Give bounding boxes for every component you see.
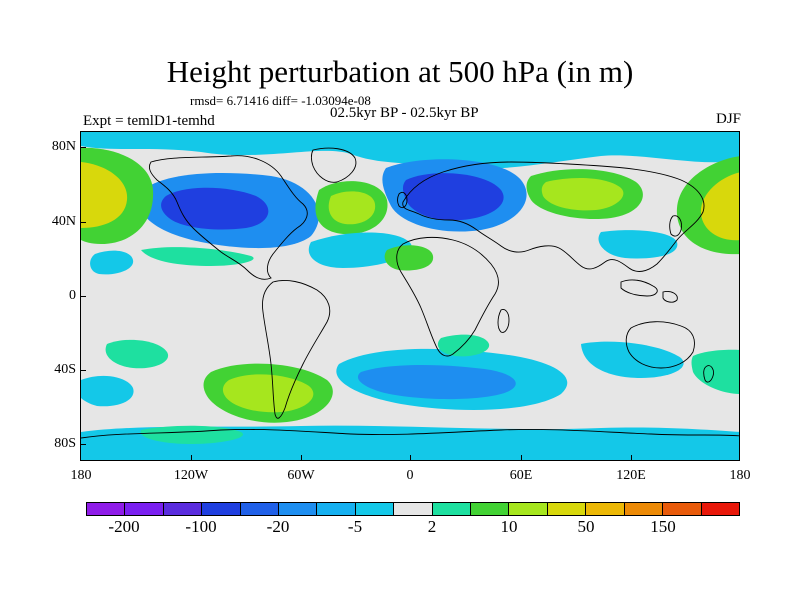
lat-label-40n: 40N [51, 214, 76, 229]
figure-title: Height perturbation at 500 hPa (in m) [166, 54, 634, 89]
colorbar-box-7 [355, 503, 395, 515]
coast-uk [397, 191, 408, 209]
coast-antarctica [81, 429, 739, 439]
colorbar-box-16 [701, 503, 739, 515]
coast-greenland [311, 147, 357, 183]
experiment-label: Expt = temlD1-temhd [83, 113, 215, 129]
coast-eurasia [402, 161, 705, 272]
colorbar-box-11 [509, 503, 548, 515]
lat-label-40s: 40S [54, 362, 76, 377]
lon-tick [410, 455, 411, 461]
colorbar-box-4 [240, 503, 280, 515]
colorbar-label: 2 [427, 517, 437, 536]
colorbar-label: 150 [650, 517, 676, 536]
field-antarctic-band [81, 425, 739, 460]
map-panel [80, 131, 740, 461]
colorbar-box-13 [586, 503, 625, 515]
field-subtrop-pacific-pos [141, 247, 254, 266]
colorbar-label: -200 [108, 517, 140, 536]
lon-tick [301, 455, 302, 461]
lat-label-80s: 80S [54, 436, 76, 451]
season-label: DJF [715, 111, 741, 127]
colorbar-box-12 [547, 503, 587, 515]
stats-line: rmsd= 6.71416 diff= -1.03094e-08 [190, 93, 371, 108]
colorbar-label: 10 [500, 517, 518, 536]
colorbar-box-9 [432, 503, 472, 515]
field-subtrop-africa-pos [384, 245, 434, 271]
field-australia-neg [581, 341, 684, 378]
coast-japan [669, 215, 682, 237]
colorbar-label: 50 [577, 517, 595, 536]
field-seastpac-pos [691, 349, 739, 394]
field-polar-neg [81, 132, 739, 169]
coast-new-zealand [703, 365, 714, 383]
field-centralasia-strong [541, 178, 624, 211]
colorbar-box-6 [317, 503, 356, 515]
lat-label-80n: 80N [51, 139, 76, 154]
colorbar-box-8 [394, 503, 433, 515]
colorbar-label: -5 [347, 517, 363, 536]
lon-label-180w: 180 [70, 468, 92, 483]
lon-label-180e: 180 [729, 468, 751, 483]
lon-tick [521, 455, 522, 461]
field-dateline-west-strong [81, 162, 128, 228]
coast-africa [396, 236, 499, 357]
lat-tick [80, 147, 86, 148]
coast-south-america [262, 279, 331, 419]
colorbar-box-5 [279, 503, 318, 515]
lat-tick [80, 370, 86, 371]
lat-tick [80, 444, 86, 445]
coast-madagascar [497, 309, 510, 333]
field-atlantic-strong [328, 191, 376, 225]
field-namerica-strong [161, 187, 269, 230]
coast-north-america [148, 155, 308, 280]
coastlines [81, 147, 739, 439]
field-dateline-east-strong [700, 172, 739, 241]
coast-indonesia [620, 279, 678, 303]
lon-label-60e: 60E [509, 468, 533, 483]
field-south-atlantic-strong [222, 374, 314, 413]
colorbar [86, 502, 740, 516]
lon-tick [631, 455, 632, 461]
period-label: 02.5kyr BP - 02.5kyr BP [330, 105, 479, 121]
lon-label-0: 0 [406, 468, 414, 483]
colorbar-box-0 [87, 503, 126, 515]
lon-label-60w: 60W [287, 468, 315, 483]
field-south-indian-strong [357, 365, 516, 400]
colorbar-box-3 [202, 503, 241, 515]
lat-label-eq: 0 [69, 288, 76, 303]
colorbar-label: -100 [185, 517, 217, 536]
colorbar-box-2 [163, 503, 203, 515]
lon-tick [191, 455, 192, 461]
colorbar-label: -20 [266, 517, 290, 536]
field-eurasia-strong [402, 173, 504, 221]
colorbar-box-10 [471, 503, 510, 515]
field-south-pacific-neg [81, 375, 134, 407]
lon-label-120w: 120W [173, 468, 209, 483]
lon-label-120e: 120E [616, 468, 646, 483]
field-southmid-pos [437, 334, 490, 357]
coast-australia [625, 321, 695, 369]
lat-tick [80, 296, 86, 297]
field-subtrop-pacific-neg [90, 250, 134, 275]
colorbar-box-15 [663, 503, 702, 515]
lat-tick [80, 222, 86, 223]
field-south-pacific-pos [105, 339, 169, 369]
anomaly-map [81, 132, 739, 460]
colorbar-box-14 [624, 503, 664, 515]
colorbar-box-1 [125, 503, 164, 515]
field-seasia-neg [598, 230, 678, 259]
